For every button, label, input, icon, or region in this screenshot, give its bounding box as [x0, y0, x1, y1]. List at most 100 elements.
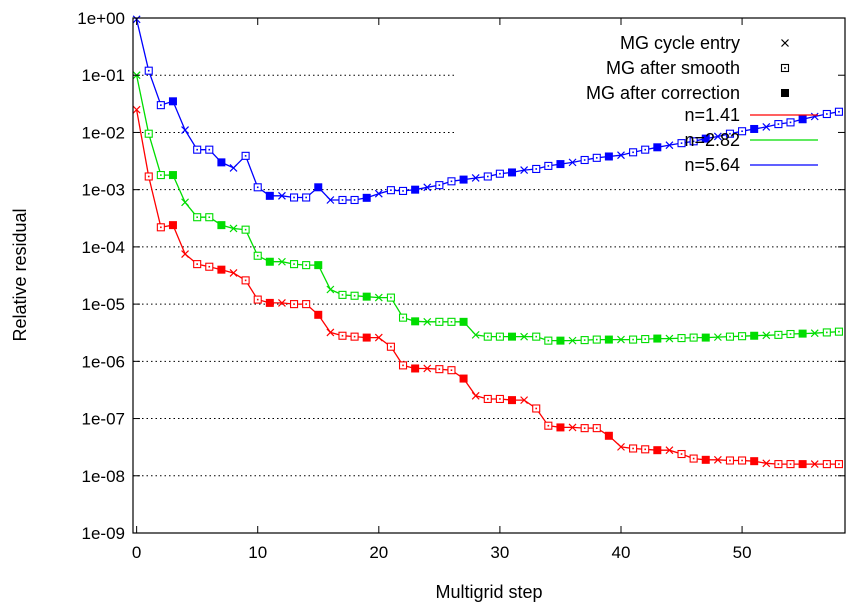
cycle-entry-marker — [617, 335, 625, 344]
after-smooth-marker — [350, 291, 359, 300]
after-smooth-marker — [241, 276, 250, 285]
marker-dot — [256, 254, 259, 257]
marker-dot — [305, 196, 307, 199]
marker-dot — [789, 333, 792, 335]
marker-stroke — [278, 191, 286, 200]
cycle-entry-marker — [374, 333, 383, 342]
marker-dot — [777, 123, 780, 125]
after-correction-marker — [798, 115, 807, 124]
marker-stroke — [810, 112, 819, 121]
marker-stroke — [568, 423, 577, 432]
cycle-entry-marker — [132, 105, 141, 114]
after-smooth-marker — [435, 181, 444, 190]
marker-dot — [390, 189, 392, 191]
marker-dot — [595, 338, 598, 341]
after-smooth-marker — [289, 260, 299, 269]
marker-dot — [826, 113, 828, 115]
after-smooth-marker — [580, 424, 589, 433]
after-smooth-marker — [156, 223, 165, 232]
y-tick-label: 1e-06 — [82, 352, 125, 371]
after-smooth-marker — [725, 332, 735, 341]
legend-label: n=2.82 — [684, 130, 740, 150]
after-smooth-marker — [689, 454, 698, 463]
after-correction-marker — [168, 171, 177, 180]
y-tick-label: 1e-04 — [82, 238, 125, 257]
marker-dot — [341, 294, 344, 296]
cycle-entry-marker — [810, 460, 819, 469]
after-smooth-marker — [725, 129, 735, 138]
marker-dot — [595, 157, 598, 159]
after-smooth-marker — [193, 260, 202, 269]
after-correction-marker — [653, 446, 662, 455]
marker-stroke — [520, 396, 529, 405]
marker-dot — [196, 263, 198, 265]
cycle-entry-marker — [423, 183, 432, 192]
cycle-entry-marker — [278, 191, 286, 200]
marker-dot — [499, 398, 501, 400]
marker-stroke — [181, 126, 189, 135]
after-smooth-marker — [738, 332, 747, 341]
marker-dot — [499, 172, 501, 175]
marker-dot — [208, 148, 211, 151]
marker-dot — [680, 337, 683, 339]
after-correction-marker — [459, 317, 468, 326]
after-smooth-marker — [641, 335, 650, 344]
marker-dot — [729, 335, 731, 338]
y-tick-label: 1e-08 — [82, 467, 125, 486]
marker-dot — [644, 448, 647, 451]
marker-stroke — [326, 285, 335, 294]
x-tick-label: 0 — [132, 543, 141, 562]
marker-dot — [789, 121, 792, 124]
after-smooth-marker — [725, 456, 735, 465]
marker-dot — [147, 69, 150, 72]
marker-stroke — [181, 198, 189, 207]
marker-dot — [535, 407, 538, 410]
marker-dot — [644, 148, 647, 151]
marker-dot — [256, 186, 259, 189]
marker-stroke — [229, 269, 238, 277]
after-correction-marker — [556, 423, 565, 432]
cycle-entry-marker — [326, 196, 335, 204]
marker-dot — [450, 180, 453, 183]
marker-stroke — [617, 335, 625, 344]
after-correction-marker — [217, 221, 226, 230]
legend: MG cycle entry MG after smooth MG after co… — [586, 33, 818, 175]
after-correction-marker — [750, 124, 759, 133]
after-correction-marker — [362, 333, 371, 342]
after-smooth-marker — [289, 300, 299, 309]
after-smooth-marker — [350, 195, 359, 205]
after-smooth-marker — [386, 342, 395, 351]
after-smooth-marker — [544, 161, 553, 170]
after-smooth-marker — [205, 262, 214, 271]
after-correction-marker — [459, 175, 468, 184]
after-correction-marker — [798, 460, 807, 469]
marker-dot — [826, 463, 828, 465]
after-smooth-marker — [834, 460, 843, 469]
plot-series — [132, 15, 843, 469]
cycle-entry-marker — [762, 459, 771, 468]
marker-dot — [450, 369, 453, 371]
after-correction-marker — [781, 89, 789, 97]
after-smooth-marker — [205, 213, 214, 222]
legend-label: MG cycle entry — [620, 33, 740, 53]
cycle-entry-marker — [374, 189, 383, 198]
marker-dot — [256, 298, 259, 301]
marker-stroke — [326, 328, 335, 337]
cycle-entry-marker — [665, 334, 674, 343]
marker-dot — [293, 303, 295, 305]
marker-dot — [583, 339, 586, 341]
marker-stroke — [781, 39, 789, 47]
y-tick-label: 1e-01 — [82, 66, 125, 85]
after-correction-marker — [459, 374, 468, 383]
x-tick-label: 10 — [248, 543, 267, 562]
marker-dot — [305, 303, 307, 305]
after-correction-marker — [265, 298, 274, 307]
series-n=5.64 — [132, 15, 843, 205]
cycle-entry-marker — [617, 442, 625, 451]
after-smooth-marker — [689, 137, 698, 146]
cycle-entry-marker — [713, 132, 722, 141]
marker-dot — [390, 296, 392, 299]
marker-dot — [595, 427, 598, 429]
after-smooth-marker — [386, 186, 395, 195]
after-smooth-marker — [641, 445, 650, 454]
